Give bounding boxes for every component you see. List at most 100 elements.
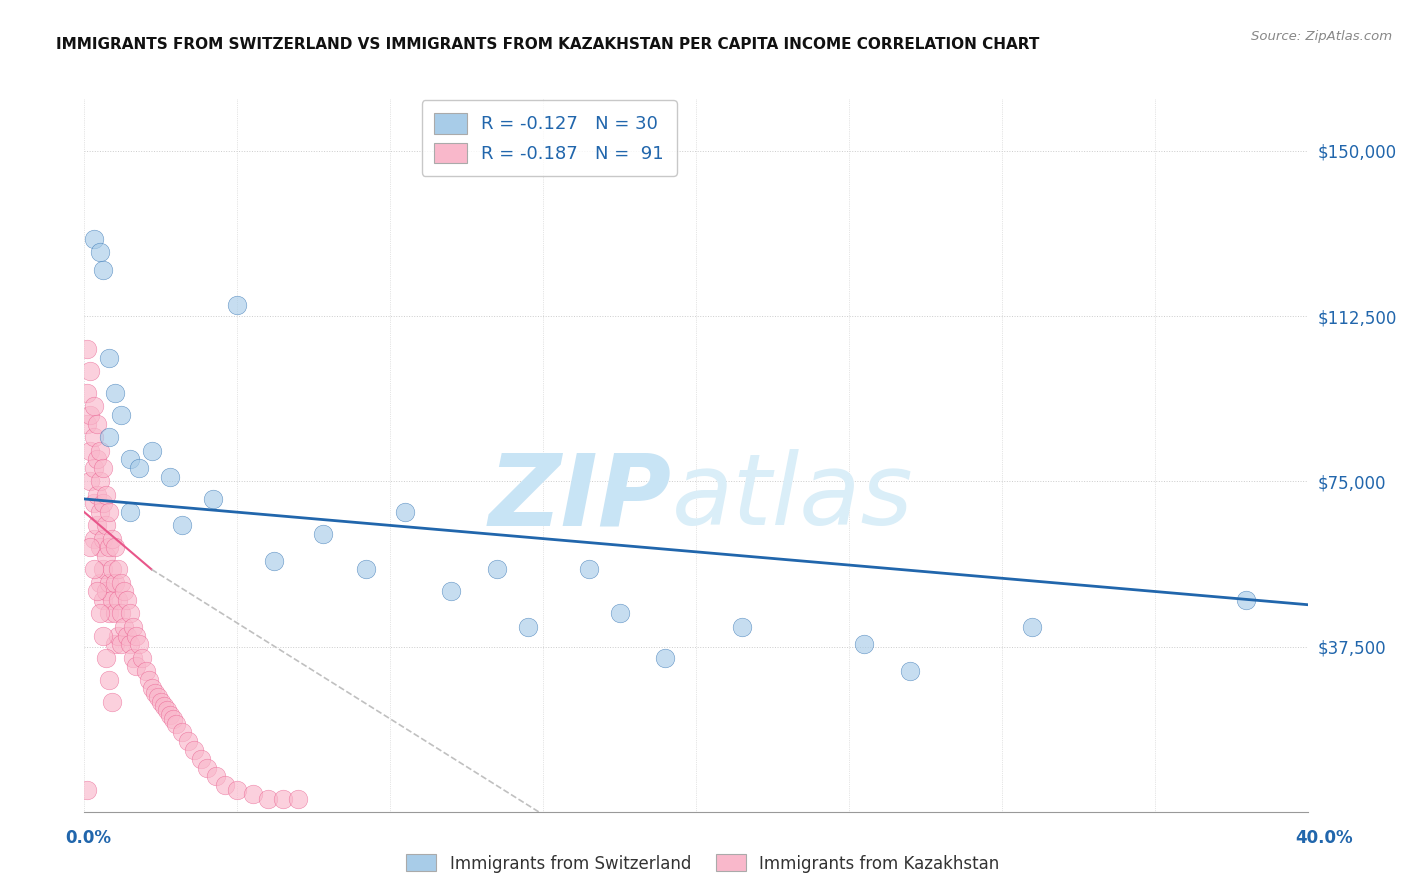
Point bbox=[486, 562, 509, 576]
Text: ZIP: ZIP bbox=[488, 450, 672, 546]
Text: Source: ZipAtlas.com: Source: ZipAtlas.com bbox=[1251, 30, 1392, 43]
Point bbox=[97, 351, 120, 365]
Point bbox=[120, 607, 142, 621]
Text: atlas: atlas bbox=[672, 450, 912, 546]
Point bbox=[516, 620, 538, 634]
Point bbox=[165, 716, 187, 731]
Point bbox=[853, 637, 876, 651]
Point bbox=[91, 562, 114, 576]
Point bbox=[110, 409, 132, 423]
Point bbox=[125, 628, 148, 642]
Point bbox=[1236, 593, 1258, 607]
Point bbox=[135, 664, 157, 678]
Point bbox=[578, 562, 600, 576]
Point bbox=[89, 575, 111, 590]
Point bbox=[159, 470, 181, 484]
Point bbox=[76, 417, 98, 431]
Point bbox=[394, 505, 416, 519]
Point bbox=[159, 707, 181, 722]
Point bbox=[107, 628, 129, 642]
Point bbox=[91, 461, 114, 475]
Point bbox=[89, 245, 111, 260]
Point bbox=[149, 695, 172, 709]
Point bbox=[89, 607, 111, 621]
Point bbox=[138, 673, 160, 687]
Point bbox=[120, 637, 142, 651]
Point bbox=[83, 562, 105, 576]
Legend: Immigrants from Switzerland, Immigrants from Kazakhstan: Immigrants from Switzerland, Immigrants … bbox=[399, 847, 1007, 880]
Point bbox=[312, 527, 335, 541]
Point bbox=[183, 743, 205, 757]
Point bbox=[115, 593, 138, 607]
Point bbox=[107, 593, 129, 607]
Point bbox=[97, 541, 120, 555]
Point bbox=[97, 673, 120, 687]
Point bbox=[440, 584, 463, 599]
Point bbox=[97, 505, 120, 519]
Point bbox=[112, 620, 135, 634]
Point bbox=[83, 232, 105, 246]
Point bbox=[153, 698, 176, 713]
Point bbox=[89, 541, 111, 555]
Point bbox=[110, 607, 132, 621]
Point bbox=[79, 443, 101, 458]
Point bbox=[97, 575, 120, 590]
Point bbox=[128, 637, 150, 651]
Point bbox=[91, 628, 114, 642]
Point bbox=[172, 725, 194, 739]
Point bbox=[205, 769, 228, 783]
Point bbox=[83, 430, 105, 444]
Point bbox=[101, 593, 124, 607]
Text: IMMIGRANTS FROM SWITZERLAND VS IMMIGRANTS FROM KAZAKHSTAN PER CAPITA INCOME CORR: IMMIGRANTS FROM SWITZERLAND VS IMMIGRANT… bbox=[56, 37, 1039, 52]
Point bbox=[177, 734, 200, 748]
Point bbox=[76, 782, 98, 797]
Point bbox=[94, 549, 117, 564]
Point bbox=[86, 518, 108, 533]
Point bbox=[91, 263, 114, 277]
Point bbox=[898, 664, 921, 678]
Point bbox=[1021, 620, 1043, 634]
Point bbox=[91, 532, 114, 546]
Point bbox=[104, 607, 127, 621]
Point bbox=[104, 637, 127, 651]
Point bbox=[86, 584, 108, 599]
Point bbox=[101, 562, 124, 576]
Point bbox=[94, 584, 117, 599]
Point bbox=[79, 541, 101, 555]
Point bbox=[91, 496, 114, 510]
Point bbox=[76, 342, 98, 356]
Point bbox=[162, 712, 184, 726]
Point bbox=[91, 593, 114, 607]
Point bbox=[654, 650, 676, 665]
Point bbox=[257, 791, 280, 805]
Point bbox=[104, 541, 127, 555]
Point bbox=[131, 650, 153, 665]
Point bbox=[263, 554, 285, 568]
Point bbox=[104, 386, 127, 401]
Point bbox=[201, 491, 224, 506]
Point bbox=[110, 575, 132, 590]
Point bbox=[79, 364, 101, 378]
Point bbox=[86, 452, 108, 467]
Point bbox=[120, 452, 142, 467]
Text: 40.0%: 40.0% bbox=[1296, 829, 1353, 847]
Point bbox=[190, 752, 212, 766]
Point bbox=[125, 659, 148, 673]
Point bbox=[115, 628, 138, 642]
Point bbox=[271, 791, 294, 805]
Point bbox=[354, 562, 377, 576]
Point bbox=[287, 791, 309, 805]
Point bbox=[83, 532, 105, 546]
Legend: R = -0.127   N = 30, R = -0.187   N =  91: R = -0.127 N = 30, R = -0.187 N = 91 bbox=[422, 100, 676, 176]
Point bbox=[83, 496, 105, 510]
Point bbox=[141, 681, 163, 696]
Text: 0.0%: 0.0% bbox=[66, 829, 111, 847]
Point bbox=[104, 575, 127, 590]
Point bbox=[86, 417, 108, 431]
Point bbox=[76, 386, 98, 401]
Point bbox=[156, 703, 179, 717]
Point bbox=[89, 505, 111, 519]
Point bbox=[120, 505, 142, 519]
Point bbox=[128, 461, 150, 475]
Point bbox=[83, 461, 105, 475]
